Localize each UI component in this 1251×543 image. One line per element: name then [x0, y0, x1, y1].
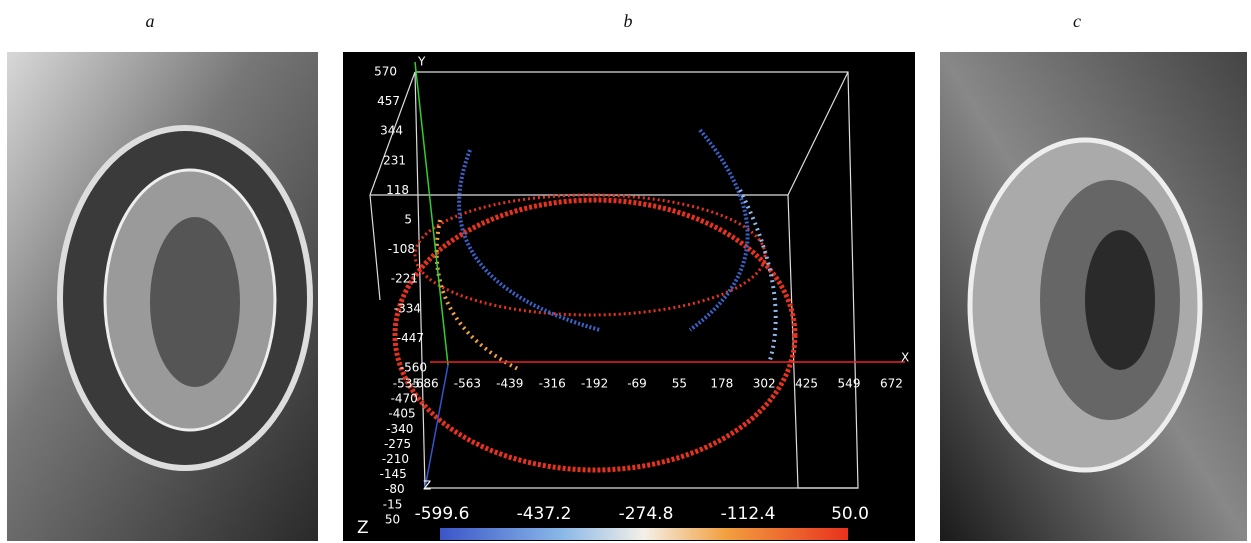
- colorbar-tick-label: -112.4: [721, 504, 776, 524]
- z-tick-label: -535: [393, 377, 420, 391]
- x-tick-label: -192: [581, 377, 608, 391]
- colorbar-tick-label: -599.6: [415, 504, 470, 524]
- x-tick-label: -316: [539, 377, 566, 391]
- x-tick-label: -439: [496, 377, 523, 391]
- y-tick-label: -334: [394, 301, 421, 315]
- photo-a: [7, 52, 318, 541]
- z-tick-label: -145: [380, 467, 407, 481]
- z-tick-label: -405: [388, 407, 415, 421]
- point-cloud-panel: 570 457 344 231 118 5 -108 -221 -334 -447 -560 Y -68…: [343, 52, 915, 541]
- y-tick-label: 570: [374, 65, 397, 79]
- z-tick-label: 50: [385, 512, 400, 526]
- x-tick-label: -563: [454, 377, 481, 391]
- z-tick-label: -210: [382, 452, 409, 466]
- x-tick-label: 672: [880, 377, 903, 391]
- z-tick-label: -15: [383, 497, 403, 511]
- z-tick-label: -275: [384, 437, 411, 451]
- x-tick-label: 302: [753, 377, 776, 391]
- y-tick-label: 118: [386, 183, 409, 197]
- y-tick-label: 457: [377, 94, 400, 108]
- x-tick-label: 425: [795, 377, 818, 391]
- colorbar-tick-label: 50.0: [831, 504, 869, 524]
- z-tick-label: -340: [386, 422, 413, 436]
- y-tick-label: -221: [391, 272, 418, 286]
- x-tick-label: 55: [672, 377, 687, 391]
- z-axis-label: Z: [423, 479, 431, 493]
- colorbar-title: Z: [357, 518, 369, 538]
- photo-c: [940, 52, 1247, 541]
- x-tick-label: -69: [627, 377, 647, 391]
- y-tick-label: -447: [397, 331, 424, 345]
- colorbar-tick-label: -437.2: [517, 504, 572, 524]
- panel-label: b: [624, 11, 633, 31]
- y-tick-label: -560: [400, 361, 427, 375]
- y-tick-label: 344: [380, 124, 403, 138]
- y-tick-label: -108: [388, 242, 415, 256]
- x-tick-label: 549: [838, 377, 861, 391]
- panel-label: c: [1073, 11, 1081, 31]
- x-axis-label: X: [901, 351, 909, 365]
- z-tick-label: -80: [385, 482, 405, 496]
- z-tick-label: -470: [391, 392, 418, 406]
- y-axis-label: Y: [417, 55, 426, 69]
- y-tick-label: 5: [404, 213, 412, 227]
- y-tick-label: 231: [383, 153, 406, 167]
- colorbar-tick-label: -274.8: [619, 504, 674, 524]
- panel-label: a: [146, 11, 155, 31]
- x-tick-label: 178: [710, 377, 733, 391]
- x-tick-label: -686: [411, 377, 438, 391]
